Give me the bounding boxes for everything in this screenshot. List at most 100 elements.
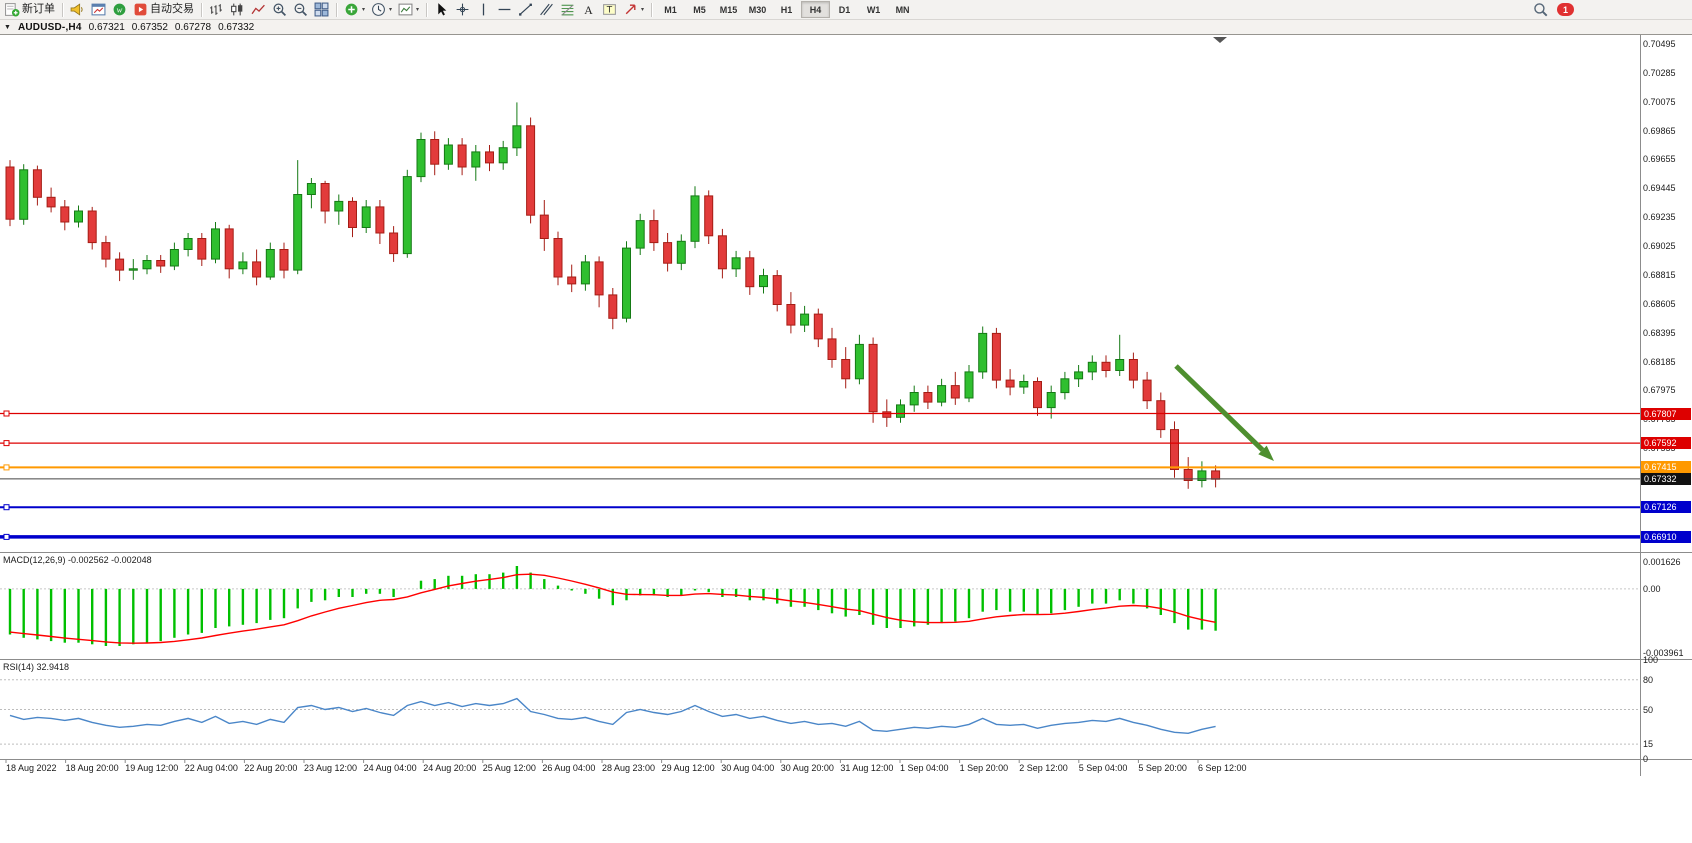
clock-icon (372, 3, 385, 16)
timeframe-w1-button[interactable]: W1 (866, 4, 881, 15)
line-anchor[interactable] (3, 464, 10, 471)
auto-trading-button[interactable]: 自动交易 (130, 1, 197, 18)
new-order-label: 新订单 (22, 3, 55, 15)
hline-icon (498, 8, 511, 11)
indicators-button[interactable]: ▾ (341, 1, 368, 18)
zoom-out-button[interactable] (290, 1, 311, 18)
horizontal-line-tool-button[interactable] (494, 1, 515, 18)
line-chart-button[interactable] (248, 1, 269, 18)
ohlc-high: 0.67352 (131, 21, 168, 33)
timeframe-d1-button[interactable]: D1 (838, 4, 851, 15)
timeframe-m15-button[interactable]: M15 (719, 4, 738, 15)
chevron-down-icon: ▾ (389, 7, 393, 13)
equidistant-channel-tool-button[interactable] (536, 1, 557, 18)
svg-text:T: T (607, 5, 613, 16)
line-anchor[interactable] (3, 440, 10, 447)
new-order-button[interactable]: 新订单 (2, 1, 58, 18)
zoomout-icon (294, 3, 307, 16)
chevron-down-icon: ▾ (362, 7, 366, 13)
chart-info-bar: ▼ AUDUSD-,H4 0.67321 0.67352 0.67278 0.6… (0, 20, 1692, 35)
macd-title: MACD(12,26,9) (3, 555, 66, 565)
templates-button[interactable]: ▾ (395, 1, 422, 18)
time-axis-ticks (5, 759, 1199, 763)
svg-text:w: w (117, 5, 123, 15)
panel-separators (0, 35, 1692, 776)
mql-icon: w (113, 3, 126, 16)
zoomin-icon (273, 3, 286, 16)
symbol-timeframe: AUDUSD-,H4 (17, 21, 82, 33)
horn-icon (70, 3, 83, 16)
macd-histogram (8, 566, 1217, 646)
timeframe-m1-button[interactable]: M1 (664, 4, 677, 15)
text-label-tool-button[interactable]: T (599, 1, 620, 18)
textT-icon: T (603, 4, 616, 16)
toolbar-separator (336, 2, 337, 17)
zoom-in-button[interactable] (269, 1, 290, 18)
rsi-label: RSI(14) 32.9418 (3, 662, 69, 672)
rsi-line (9, 697, 1216, 735)
trendline-tool-button[interactable] (515, 1, 536, 18)
notification-badge[interactable]: 1 (1557, 3, 1574, 16)
fibo-icon (561, 4, 574, 16)
timeframe-h4-button[interactable]: H4 (801, 1, 831, 18)
chart-window-button[interactable] (88, 1, 109, 18)
tile-windows-button[interactable] (311, 1, 332, 18)
arrows-icon (625, 4, 636, 15)
timeframes-menu-button[interactable]: ▾ (368, 1, 395, 18)
timeframe-toolbar: M1 M5 M15 M30 H1 H4 D1 W1 MN (656, 1, 917, 18)
line-anchor[interactable] (3, 410, 10, 417)
autotrade-icon (134, 3, 147, 16)
bar-chart-button[interactable] (206, 1, 227, 18)
ohlc-low: 0.67278 (174, 21, 212, 33)
timeframe-m30-button[interactable]: M30 (748, 4, 767, 15)
rsi-title: RSI(14) (3, 662, 35, 672)
toolbar-separator (426, 2, 428, 17)
crosshair-button[interactable] (452, 1, 473, 18)
vertical-line-tool-button[interactable] (473, 1, 494, 18)
svg-text:A: A (584, 4, 593, 17)
toolbar-buttons: 新订单 w 自动交易 ▾ ▾ ▾ A T ▾ (2, 1, 656, 18)
linechart-icon (251, 4, 265, 15)
cursor-icon (438, 3, 447, 16)
ohlc-close: 0.67332 (218, 21, 255, 33)
timeframe-mn-button[interactable]: MN (895, 4, 910, 15)
toolbar-separator (62, 2, 63, 17)
tile-icon (314, 2, 329, 17)
line-anchor[interactable] (3, 504, 10, 511)
mql5-community-button[interactable]: w (109, 1, 130, 18)
indicators-icon (345, 3, 358, 16)
crosshair-icon (456, 3, 469, 16)
ohlc-open: 0.67321 (88, 21, 125, 33)
timeframe-h1-button[interactable]: H1 (780, 4, 793, 15)
candlestick-chart-button[interactable] (227, 1, 248, 18)
auto-trading-label: 自动交易 (150, 3, 194, 15)
search-icon[interactable] (1530, 1, 1551, 18)
fibonacci-tool-button[interactable] (557, 1, 578, 18)
template-icon (398, 3, 413, 16)
macd-values: -0.002562 -0.002048 (68, 555, 152, 565)
timeframe-m5-button[interactable]: M5 (693, 4, 706, 15)
neworder-icon (5, 3, 20, 17)
channel-icon (540, 3, 553, 16)
toolbar-separator (651, 2, 653, 17)
toolbar-right: 1 (1530, 1, 1574, 18)
arrow-tools-button[interactable]: ▾ (620, 1, 647, 18)
chart-shift-marker[interactable] (1213, 37, 1227, 43)
candlesticks (5, 102, 1221, 489)
trend-arrow-annotation[interactable] (1174, 364, 1274, 461)
macd-label: MACD(12,26,9) -0.002562 -0.002048 (3, 555, 152, 565)
chevron-down-icon: ▾ (641, 7, 645, 13)
text-tool-button[interactable]: A (578, 1, 599, 18)
toolbar-separator (201, 2, 202, 17)
market-watch-button[interactable] (67, 1, 88, 18)
chart-menu-icon[interactable]: ▼ (4, 23, 11, 31)
cursor-button[interactable] (431, 1, 452, 18)
bars-icon (210, 4, 222, 15)
line-anchor[interactable] (3, 533, 10, 540)
chartwin-icon (91, 3, 106, 16)
textA-icon: A (584, 4, 593, 17)
toolbar: 新订单 w 自动交易 ▾ ▾ ▾ A T ▾ M1 M5 M15 M30 H1 H4 D1 W1 MN 1 (0, 0, 1692, 20)
vline-icon (482, 3, 485, 16)
